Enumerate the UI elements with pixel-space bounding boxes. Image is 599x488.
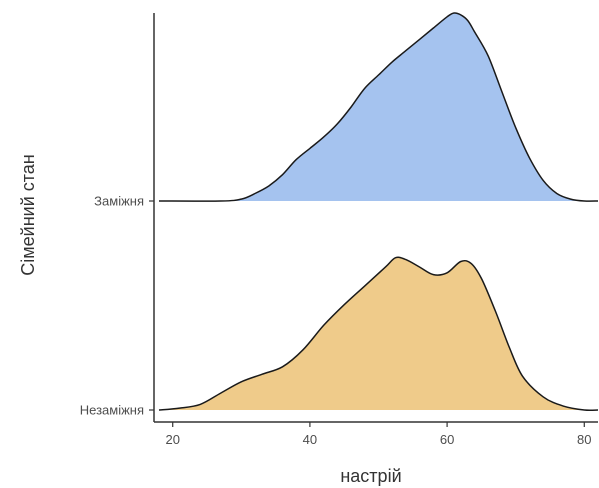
y-tick-label: Заміжня [94,194,144,209]
x-tick-label: 60 [440,432,454,447]
x-axis-title: настрій [340,466,401,486]
density-outline-2 [158,12,599,202]
ridges-layer [158,12,599,412]
x-ticks: 20 40 60 80 [165,422,592,447]
y-ticks: Незаміжня Заміжня [80,194,154,418]
y-axis-title: Сімейний стан [18,154,38,275]
y-tick-label: Незаміжня [80,403,144,418]
x-tick-label: 20 [165,432,179,447]
x-tick-label: 40 [303,432,317,447]
density-outline-1 [158,256,599,412]
density-area-2 [159,12,598,202]
x-tick-label: 80 [577,432,591,447]
